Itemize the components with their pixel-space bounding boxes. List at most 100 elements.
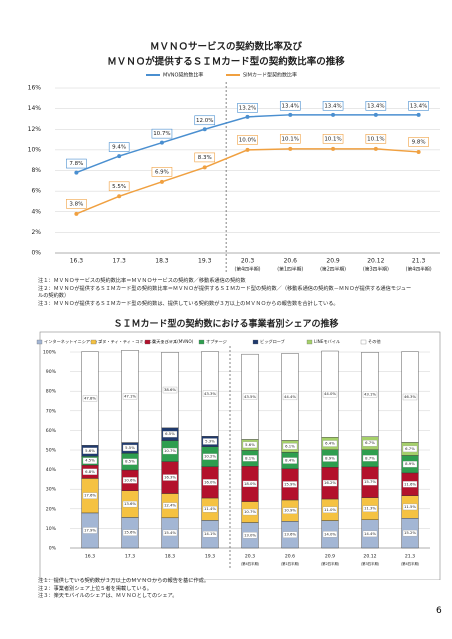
value-label: 38.6% xyxy=(164,387,176,392)
page-number: 6 xyxy=(436,606,442,616)
point xyxy=(74,211,79,216)
point xyxy=(159,140,164,145)
label-box xyxy=(282,531,298,538)
value-label: 11.4% xyxy=(204,506,216,511)
y-tick-label: 6% xyxy=(31,188,41,195)
value-label: 46.3% xyxy=(404,394,416,399)
label-box xyxy=(408,101,429,111)
label-box xyxy=(108,181,130,192)
label-box xyxy=(202,479,218,486)
value-label: 8.7% xyxy=(365,455,375,460)
y-tick-label: 10% xyxy=(46,526,57,532)
value-label: 13.6% xyxy=(124,501,136,506)
x-tick-label: 21.3 xyxy=(412,258,426,265)
point xyxy=(373,146,378,151)
label-box xyxy=(202,506,218,513)
note: 注２：事業者別シェア上位５者を掲載している。 xyxy=(38,585,152,592)
value-label: 10.1% xyxy=(324,136,341,142)
point xyxy=(245,114,250,119)
value-label: 5.5% xyxy=(112,184,126,190)
y-tick-label: 100% xyxy=(43,350,57,356)
x-tick-label: 19.3 xyxy=(205,554,215,560)
point xyxy=(202,127,207,132)
value-label: 13.6% xyxy=(284,532,296,537)
label-box xyxy=(242,441,258,449)
x-tick-label: 17.3 xyxy=(112,258,126,265)
value-label: 5.6% xyxy=(85,448,95,453)
x-tick-note: (第2四半期) xyxy=(320,266,346,273)
y-tick-label: 12% xyxy=(28,126,42,133)
point xyxy=(117,194,122,199)
label-box xyxy=(194,115,216,126)
label-box xyxy=(322,531,338,538)
value-label: 5.6% xyxy=(245,442,255,447)
value-label: 14.4% xyxy=(364,531,376,536)
legend-swatch xyxy=(36,339,43,345)
x-tick-label: 17.3 xyxy=(125,554,135,560)
point xyxy=(288,146,293,151)
point xyxy=(373,112,378,117)
label-box xyxy=(242,480,258,488)
label-box xyxy=(408,137,429,147)
legend-label: エヌ・ティ・ティ・コミュニケーションズ xyxy=(98,338,177,345)
label-box xyxy=(282,507,298,514)
label-box xyxy=(122,477,138,484)
label-box xyxy=(162,502,178,509)
label-box xyxy=(362,455,378,462)
label-box xyxy=(242,532,258,539)
value-label: 43.3% xyxy=(204,391,216,396)
label-box xyxy=(322,479,338,487)
point xyxy=(245,147,250,152)
value-label: 43.5% xyxy=(244,394,256,399)
label-box xyxy=(282,481,298,488)
legend-label: オプテージ xyxy=(206,339,227,345)
point xyxy=(416,149,421,154)
label-box xyxy=(82,492,98,499)
value-label: 13.2% xyxy=(239,105,256,111)
label-box xyxy=(82,447,98,454)
x-tick-note: (第4四半期) xyxy=(401,561,420,566)
note: 注２：ＭＶＮＯが提供するＳＩＭカード型の契約数比率＝ＭＶＮＯが提供するＳＩＭカー… xyxy=(38,285,412,300)
y-tick-label: 90% xyxy=(46,369,57,375)
legend-swatch xyxy=(306,339,313,345)
value-label: 11.6% xyxy=(404,481,416,486)
x-tick-label: 21.3 xyxy=(405,554,415,560)
note: 注１：ＭＶＮＯサービスの契約数比率＝ＭＶＮＯサービスの契約数／移動系通信の契約数 xyxy=(38,278,246,284)
value-label: 47.1% xyxy=(124,393,136,398)
label-box xyxy=(66,158,87,169)
label-box xyxy=(279,134,301,144)
value-label: 13.4% xyxy=(367,103,384,109)
note: 注３：ＭＶＮＯが提供するＳＩＭカード型の契約数は、提供している契約数が３万以上の… xyxy=(38,300,339,307)
value-label: 17.9% xyxy=(84,527,96,532)
value-label: 10.0% xyxy=(239,137,256,143)
y-tick-label: 0% xyxy=(49,546,57,552)
value-label: 44.0% xyxy=(324,391,336,396)
x-tick-label: 20.3 xyxy=(245,554,255,560)
label-box xyxy=(242,393,258,400)
label-box xyxy=(322,134,344,144)
y-tick-label: 2% xyxy=(31,229,41,236)
value-label: 11.3% xyxy=(364,506,376,511)
value-label: 13.4% xyxy=(410,103,427,109)
x-tick-label: 16.3 xyxy=(85,554,95,560)
value-label: 8.4% xyxy=(285,458,295,463)
label-box xyxy=(322,440,338,447)
label-box xyxy=(242,508,258,516)
label-box xyxy=(365,134,387,144)
label-box xyxy=(202,531,218,538)
value-label: 10.2% xyxy=(204,454,216,459)
value-label: 10.1% xyxy=(282,136,299,142)
value-label: 6.1% xyxy=(285,443,295,448)
label-box xyxy=(237,135,258,145)
label-box xyxy=(162,386,178,394)
label-box xyxy=(82,468,98,475)
value-label: 12.4% xyxy=(164,503,176,508)
notes-2: 注１：提供している契約数が３万以上のＭＶＮＯからの報告を基に作成。 注２：事業者… xyxy=(38,578,413,601)
value-label: 16.2% xyxy=(324,480,336,485)
value-label: 8.3% xyxy=(198,155,212,161)
y-tick-label: 14% xyxy=(28,105,42,112)
label-box xyxy=(402,529,418,537)
x-tick-label: 20.6 xyxy=(284,258,298,265)
legend-label: MVNO契約数比率 xyxy=(163,72,203,79)
